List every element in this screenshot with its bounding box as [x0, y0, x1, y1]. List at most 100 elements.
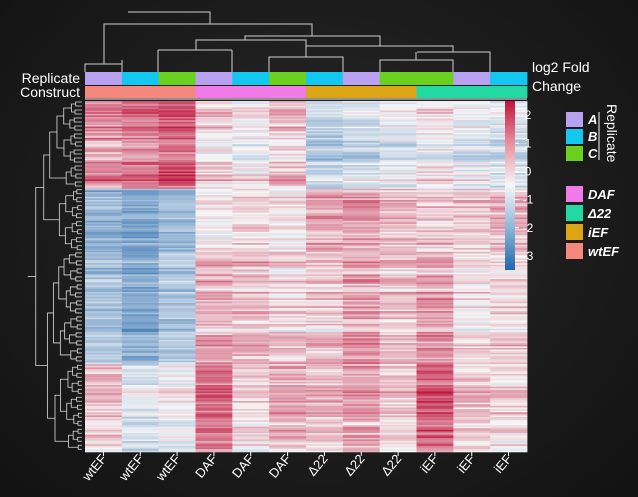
- heatmap-cell: [306, 388, 344, 391]
- heatmap-cell: [379, 238, 417, 241]
- heatmap-cell: [85, 439, 123, 442]
- heatmap-cell: [269, 347, 307, 350]
- heatmap-cell: [232, 115, 270, 118]
- heatmap-cell: [158, 117, 196, 119]
- heatmap-cell: [85, 394, 123, 397]
- construct-annotation-row: [85, 86, 528, 98]
- heatmap-cell: [121, 112, 160, 115]
- heatmap-cell: [416, 264, 454, 267]
- heatmap-cell: [306, 287, 344, 290]
- heatmap-cell: [453, 190, 491, 193]
- heatmap-cell: [85, 155, 123, 158]
- heatmap-cell: [453, 282, 491, 285]
- heatmap-cell: [269, 381, 307, 384]
- heatmap-cell: [453, 113, 491, 116]
- heatmap-cell: [121, 131, 160, 134]
- heatmap-cell: [379, 105, 417, 108]
- heatmap-cell: [342, 174, 381, 177]
- heatmap-cell: [85, 182, 123, 185]
- heatmap-cell: [232, 399, 270, 402]
- heatmap-cell: [158, 231, 196, 234]
- heatmap-cell: [269, 339, 307, 342]
- heatmap-cell: [379, 195, 417, 198]
- heatmap-cell: [195, 421, 233, 424]
- heatmap-cell: [158, 360, 196, 363]
- heatmap-cell: [416, 335, 454, 338]
- heatmap-cell: [379, 150, 417, 153]
- heatmap-cell: [232, 314, 270, 317]
- heatmap-cell: [379, 101, 417, 103]
- heatmap-cell: [232, 415, 270, 418]
- heatmap-cell: [232, 206, 270, 209]
- heatmap-cell: [379, 404, 417, 407]
- heatmap-cell: [379, 328, 417, 331]
- heatmap-cell: [85, 133, 123, 135]
- heatmap-cell: [269, 364, 307, 367]
- heatmap-cell: [269, 128, 307, 131]
- heatmap-cell: [453, 409, 491, 411]
- heatmap-cell: [85, 126, 123, 129]
- heatmap-cell: [158, 352, 196, 355]
- heatmap-cell: [232, 187, 270, 190]
- heatmap-cell: [195, 279, 233, 282]
- heatmap-cell: [121, 117, 160, 119]
- heatmap-cell: [490, 323, 528, 326]
- heatmap-cell: [85, 431, 123, 434]
- heatmap-cell: [158, 304, 196, 307]
- heatmap-cell: [342, 433, 381, 435]
- heatmap-cell: [121, 187, 160, 190]
- heatmap-cell: [195, 365, 233, 368]
- heatmap-cell: [306, 421, 344, 424]
- heatmap-cell: [269, 238, 307, 241]
- heatmap-cell: [121, 249, 160, 252]
- heatmap-cell: [158, 417, 196, 419]
- heatmap-cell: [453, 312, 491, 315]
- heatmap-cell: [158, 298, 196, 301]
- heatmap-cell: [269, 264, 307, 267]
- heatmap-cell: [416, 118, 454, 121]
- heatmap-cell: [416, 241, 454, 244]
- heatmap-cell: [416, 222, 454, 225]
- heatmap-cell: [342, 274, 381, 277]
- row-dendrogram-branch: [75, 292, 82, 298]
- heatmap-cell: [453, 410, 491, 413]
- heatmap-cell: [342, 223, 381, 226]
- heatmap-cell: [158, 241, 196, 244]
- heatmap-cell: [158, 125, 196, 127]
- heatmap-cell: [306, 219, 344, 222]
- heatmap-cell: [121, 153, 160, 156]
- heatmap-cell: [121, 110, 160, 113]
- heatmap-cell: [269, 217, 307, 220]
- heatmap-cell: [342, 173, 381, 175]
- heatmap-cell: [416, 339, 454, 342]
- heatmap-cell: [342, 230, 381, 233]
- heatmap-cell: [490, 420, 528, 423]
- heatmap-cell: [269, 107, 307, 110]
- heatmap-cell: [342, 263, 381, 266]
- heatmap-cell: [158, 255, 196, 258]
- heatmap-cell: [195, 306, 233, 309]
- heatmap-cell: [269, 315, 307, 318]
- heatmap-cell: [306, 380, 344, 383]
- heatmap-cell: [121, 251, 160, 253]
- heatmap-cell: [195, 352, 233, 355]
- heatmap-cell: [379, 349, 417, 352]
- heatmap-cell: [416, 110, 454, 113]
- heatmap-cell: [379, 325, 417, 328]
- heatmap-cell: [121, 434, 160, 437]
- heatmap-cell: [453, 280, 491, 283]
- heatmap-cell: [232, 209, 270, 212]
- heatmap-cell: [158, 118, 196, 121]
- heatmap-cell: [416, 277, 454, 280]
- heatmap-cell: [490, 437, 528, 440]
- heatmap-cell: [453, 231, 491, 234]
- heatmap-cell: [490, 352, 528, 355]
- heatmap-cell: [269, 388, 307, 391]
- heatmap-cell: [269, 333, 307, 336]
- heatmap-cell: [416, 233, 454, 236]
- heatmap-cell: [342, 215, 381, 218]
- heatmap-cell: [195, 258, 233, 261]
- heatmap-cell: [195, 246, 233, 249]
- heatmap-cell: [342, 338, 381, 341]
- heatmap-cell: [195, 401, 233, 403]
